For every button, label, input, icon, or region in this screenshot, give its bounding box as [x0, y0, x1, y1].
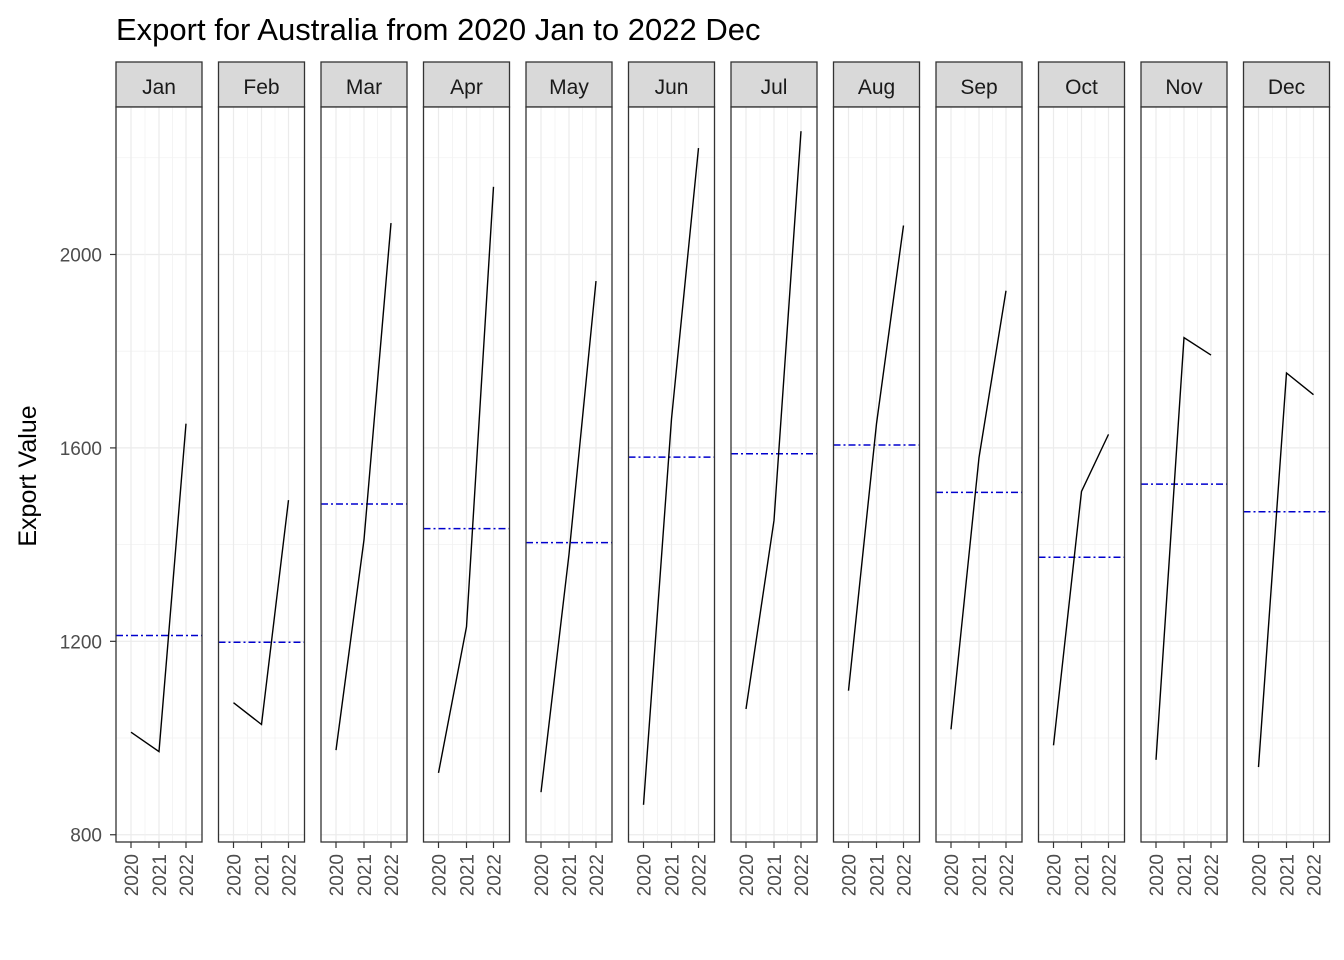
- x-tick-label: 2022: [895, 854, 916, 896]
- x-tick-label: 2022: [177, 854, 198, 896]
- x-tick-label: 2022: [382, 854, 403, 896]
- x-tick-label: 2021: [458, 854, 479, 896]
- y-tick-label: 2000: [60, 245, 102, 266]
- facet-strip-label: Aug: [858, 76, 895, 99]
- x-tick-label: 2020: [430, 854, 451, 896]
- x-tick-label: 2020: [737, 854, 758, 896]
- series-line: [950, 290, 1007, 730]
- series-line: [1257, 371, 1314, 768]
- x-tick-label: 2020: [942, 854, 963, 896]
- facet-strip: [1140, 61, 1228, 108]
- facet-strip-label: Dec: [1268, 76, 1305, 99]
- x-tick-label: 2021: [868, 854, 889, 896]
- x-tick-label: 2021: [355, 854, 376, 896]
- y-axis-title: Export Value: [14, 405, 42, 546]
- x-tick-label: 2022: [997, 854, 1018, 896]
- x-tick-label: 2020: [122, 854, 143, 896]
- x-tick-label: 2021: [560, 854, 581, 896]
- series-line: [130, 423, 187, 753]
- facet-strip: [1242, 61, 1331, 108]
- facet-panel-apr: Apr 2020 2021 2022: [422, 61, 511, 896]
- facet-panel-oct: Oct 2020 2021 2022: [1037, 61, 1126, 896]
- x-tick-label: 2022: [485, 854, 506, 896]
- facet-panel-dec: Dec 2020 2021 2022: [1242, 61, 1331, 896]
- y-tick-label: 800: [70, 826, 102, 847]
- facet-panel-feb: Feb 2020 2021 2022: [217, 61, 306, 896]
- x-tick-label: 2022: [690, 854, 711, 896]
- series-line: [233, 500, 290, 726]
- x-tick-label: 2022: [280, 854, 301, 896]
- x-tick-label: 2021: [150, 854, 171, 896]
- x-tick-label: 2021: [253, 854, 274, 896]
- facet-strip-label: Sep: [960, 76, 997, 99]
- x-tick-label: 2022: [792, 854, 813, 896]
- x-tick-label: 2020: [225, 854, 246, 896]
- x-tick-label: 2021: [1278, 854, 1299, 896]
- facet-strip-label: Nov: [1165, 76, 1203, 99]
- x-tick-label: 2020: [1250, 854, 1271, 896]
- x-tick-label: 2021: [663, 854, 684, 896]
- x-tick-label: 2021: [1175, 854, 1196, 896]
- x-tick-label: 2022: [1100, 854, 1121, 896]
- facet-panel-jan: Jan 2020 2021 2022: [115, 61, 203, 896]
- x-tick-label: 2021: [765, 854, 786, 896]
- facet-strip-label: May: [549, 76, 589, 99]
- facet-panels: Jan 2020 2021 2022 Feb 2020 2021 2022 Mar 2020 202…: [115, 61, 1331, 896]
- series-line: [540, 281, 597, 793]
- series-line: [437, 186, 495, 773]
- x-tick-label: 2020: [1045, 854, 1066, 896]
- facet-strip-label: Jul: [761, 76, 788, 99]
- facet-strip-label: Mar: [346, 76, 382, 99]
- x-tick-label: 2022: [1305, 854, 1326, 896]
- facet-strip: [115, 61, 203, 108]
- x-tick-label: 2021: [1073, 854, 1094, 896]
- series-line: [335, 222, 392, 751]
- facet-strip-label: Feb: [243, 76, 279, 99]
- x-tick-label: 2020: [327, 854, 348, 896]
- facet-panel-jul: Jul 2020 2021 2022: [730, 61, 818, 896]
- facet-panel-mar: Mar 2020 2021 2022: [320, 61, 408, 896]
- facet-strip: [525, 61, 613, 108]
- x-tick-label: 2020: [1147, 854, 1168, 896]
- series-line: [745, 131, 802, 710]
- series-line: [847, 225, 905, 691]
- x-tick-label: 2020: [532, 854, 553, 896]
- facet-strip-label: Oct: [1065, 76, 1098, 99]
- facet-panel-sep: Sep 2020 2021 2022: [935, 61, 1023, 896]
- facet-panel-jun: Jun 2020 2021 2022: [627, 61, 716, 896]
- facet-strip-label: Apr: [450, 76, 483, 99]
- chart-title: Export for Australia from 2020 Jan to 20…: [116, 12, 760, 47]
- series-line: [642, 148, 700, 805]
- facet-strip-label: Jan: [142, 76, 176, 99]
- x-tick-label: 2020: [840, 854, 861, 896]
- series-line: [1052, 434, 1110, 746]
- x-tick-label: 2022: [587, 854, 608, 896]
- facet-strip: [730, 61, 818, 108]
- facet-strip: [217, 61, 306, 108]
- y-tick-label: 1600: [60, 439, 102, 460]
- y-axis: 800 1200 1600 2000: [60, 245, 116, 847]
- series-line: [1155, 336, 1212, 760]
- facet-strip-label: Jun: [655, 76, 689, 99]
- x-tick-label: 2020: [635, 854, 656, 896]
- facet-strip: [935, 61, 1023, 108]
- facet-panel-may: May 2020 2021 2022: [525, 61, 613, 896]
- facet-panel-nov: Nov 2020 2021 2022: [1140, 61, 1228, 896]
- x-tick-label: 2021: [970, 854, 991, 896]
- y-tick-label: 1200: [60, 632, 102, 653]
- facet-strip: [627, 61, 716, 108]
- x-tick-label: 2022: [1202, 854, 1223, 896]
- facet-panel-aug: Aug 2020 2021 2022: [832, 61, 921, 896]
- facet-strip: [422, 61, 511, 108]
